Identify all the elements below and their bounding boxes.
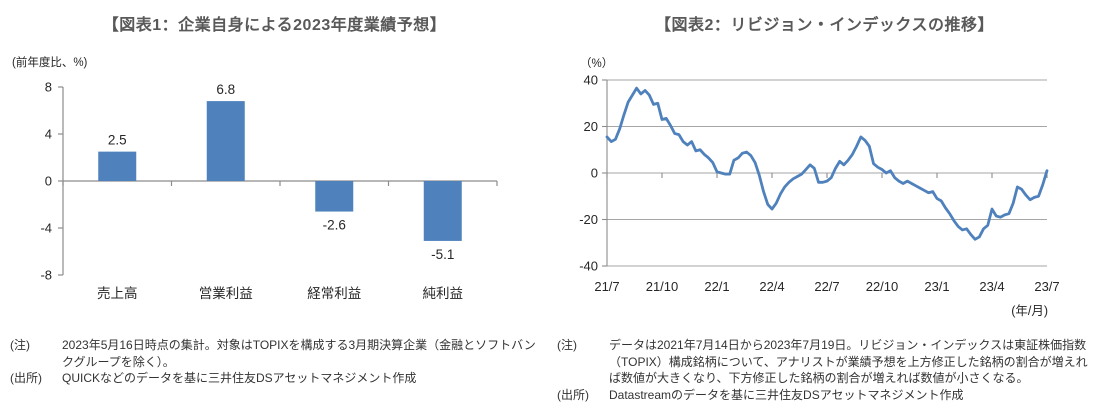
source-label: (出所) bbox=[10, 371, 42, 385]
source-text: QUICKなどのデータを基に三井住友DSアセットマネジメント作成 bbox=[62, 371, 417, 385]
y-tick-label: -20 bbox=[579, 212, 598, 227]
data-bar bbox=[206, 101, 245, 181]
y-axis-unit-label: （%） bbox=[580, 57, 613, 70]
note-label: (注) bbox=[10, 338, 30, 352]
figure2-source: (出所) Datastreamのデータを基に三井住友DSアセットマネジメント作成 bbox=[557, 387, 1089, 404]
y-tick-label: 20 bbox=[584, 119, 598, 134]
x-tick-label: 23/7 bbox=[1034, 279, 1059, 294]
x-tick-label: 22/10 bbox=[866, 279, 899, 294]
y-tick-label: 8 bbox=[45, 80, 52, 95]
x-tick-label: 22/1 bbox=[704, 279, 729, 294]
bar-value-label: -5.1 bbox=[431, 247, 454, 262]
y-tick-label: 4 bbox=[45, 127, 52, 142]
bar-value-label: 6.8 bbox=[216, 82, 235, 97]
x-tick-label: 23/4 bbox=[979, 279, 1004, 294]
x-tick-label: 21/10 bbox=[646, 279, 679, 294]
revision-index-line bbox=[605, 86, 1049, 241]
figure1-footnotes: (注) 2023年5月16日時点の集計。対象はTOPIXを構成する3月期決算企業… bbox=[10, 337, 537, 387]
x-tick-label: 23/1 bbox=[924, 279, 949, 294]
category-label: 営業利益 bbox=[199, 286, 253, 301]
figure2-footnotes: (注) データは2021年7月14日から2023年7月19日。リビジョン・インデ… bbox=[557, 337, 1089, 403]
y-tick-label: -8 bbox=[40, 268, 52, 283]
note-text: データは2021年7月14日から2023年7月19日。リビジョン・インデックスは… bbox=[609, 338, 1088, 385]
bar-value-label: -2.6 bbox=[323, 218, 346, 233]
figure2-note: (注) データは2021年7月14日から2023年7月19日。リビジョン・インデ… bbox=[557, 337, 1089, 387]
figure1-bar-chart: (前年度比、%) 8 4 0 -4 -8 2.5 売上高 6.8 営業利益 -2.6 経常利益 -5.1… bbox=[12, 55, 498, 301]
x-tick-label: 22/7 bbox=[814, 279, 839, 294]
data-bar bbox=[423, 181, 462, 241]
figure2-title: 【図表2：リビジョン・インデックスの推移】 bbox=[655, 17, 994, 34]
category-label: 経常利益 bbox=[307, 286, 361, 301]
data-bar bbox=[315, 181, 354, 212]
y-tick-label: -40 bbox=[579, 259, 598, 274]
y-tick-label: 0 bbox=[45, 174, 52, 189]
figure2-line-chart: （%） 40 20 0 -20 -40 21/7 21/10 22/1 22/4 22/7 22/10… bbox=[579, 57, 1059, 318]
category-label: 売上高 bbox=[97, 285, 138, 301]
x-tick-label: 22/4 bbox=[759, 279, 784, 294]
figure1-title: 【図表1：企業自身による2023年度業績予想】 bbox=[102, 17, 447, 34]
figure1-note: (注) 2023年5月16日時点の集計。対象はTOPIXを構成する3月期決算企業… bbox=[10, 337, 537, 370]
data-bar bbox=[98, 151, 137, 181]
category-label: 純利益 bbox=[423, 286, 464, 301]
source-label: (出所) bbox=[557, 387, 589, 402]
y-tick-label: -4 bbox=[40, 221, 52, 236]
source-text: Datastreamのデータを基に三井住友DSアセットマネジメント作成 bbox=[609, 387, 964, 402]
x-axis-unit-label: (年/月) bbox=[1011, 304, 1048, 318]
y-tick-label: 40 bbox=[584, 73, 598, 88]
bar-value-label: 2.5 bbox=[108, 133, 127, 148]
y-axis-unit-label: (前年度比、%) bbox=[12, 55, 88, 69]
figure1-source: (出所) QUICKなどのデータを基に三井住友DSアセットマネジメント作成 bbox=[10, 370, 537, 387]
y-tick-label: 0 bbox=[591, 166, 598, 181]
note-text: 2023年5月16日時点の集計。対象はTOPIXを構成する3月期決算企業（金融と… bbox=[62, 338, 536, 369]
x-tick-label: 21/7 bbox=[594, 279, 619, 294]
note-label: (注) bbox=[557, 338, 577, 352]
